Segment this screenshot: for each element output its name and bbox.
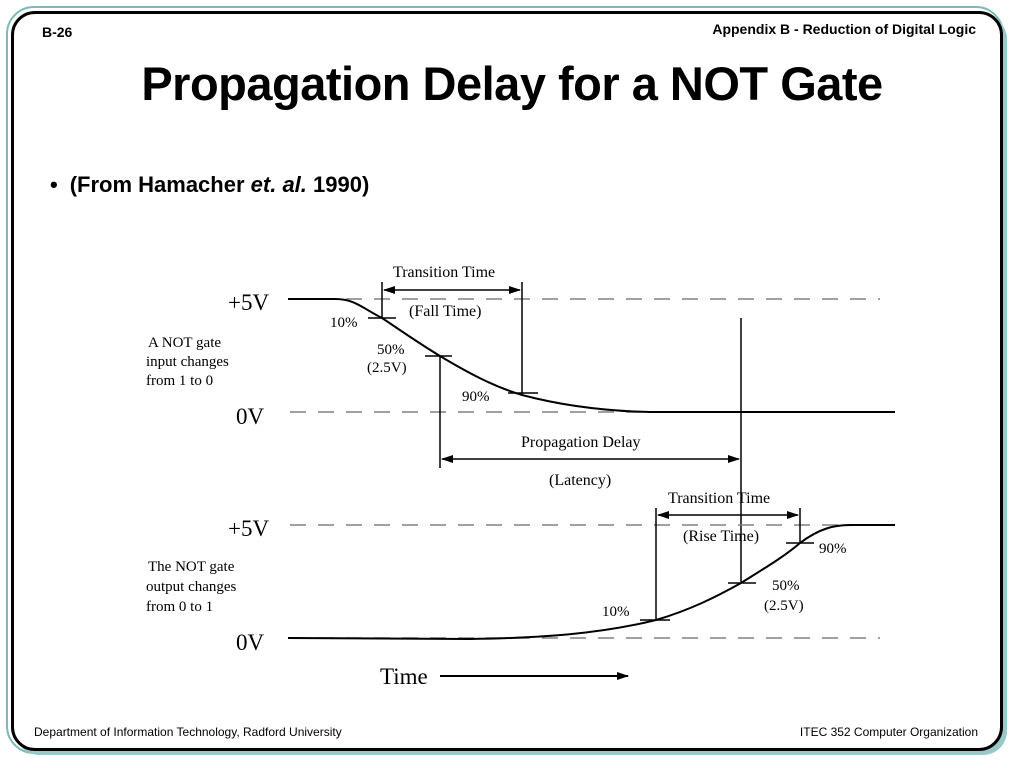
output-50pct-label: 50% — [772, 578, 800, 594]
output-90pct-label: 90% — [819, 541, 847, 557]
slide-number: B-26 — [42, 24, 73, 40]
rise-transition-title: Transition Time — [668, 490, 770, 507]
prop-delay-label: Propagation Delay — [521, 434, 641, 451]
page-title: Propagation Delay for a NOT Gate — [141, 57, 883, 110]
citation-prefix: (From Hamacher — [69, 172, 251, 197]
slide-frame — [11, 11, 1003, 751]
input-waveform — [288, 298, 895, 413]
bullet-dot: • — [50, 172, 58, 197]
rise-transition-sub: (Rise Time) — [683, 528, 759, 545]
fall-transition-sub: (Fall Time) — [409, 303, 481, 320]
input-10pct-label: 10% — [330, 315, 358, 331]
output-caption-line3: from 0 to 1 — [146, 599, 213, 615]
input-caption-line2: input changes — [146, 354, 229, 370]
input-high-label: +5V — [228, 290, 269, 315]
section-header: Appendix B - Reduction of Digital Logic — [712, 21, 976, 37]
citation-suffix: 1990) — [306, 172, 370, 197]
input-caption-line3: from 1 to 0 — [146, 373, 213, 389]
output-50pct-volt: (2.5V) — [764, 598, 804, 614]
fall-transition-title: Transition Time — [393, 264, 495, 281]
input-low-label: 0V — [236, 404, 265, 429]
slide-frame-accent — [6, 6, 1004, 754]
footer-department: Department of Information Technology, Ra… — [34, 725, 342, 739]
output-10pct-label: 10% — [602, 604, 630, 620]
prop-delay-sub: (Latency) — [549, 472, 611, 489]
bullet-citation: • (From Hamacher et. al. 1990) — [50, 172, 369, 198]
output-caption-line2: output changes — [146, 579, 237, 595]
output-high-label: +5V — [228, 516, 269, 541]
input-90pct-label: 90% — [462, 389, 490, 405]
time-label: Time — [380, 664, 428, 689]
input-50pct-volt: (2.5V) — [367, 360, 407, 376]
output-waveform — [287, 524, 895, 641]
input-caption-line1: A NOT gate — [148, 335, 221, 351]
footer-course: ITEC 352 Computer Organization — [799, 725, 978, 739]
output-caption-line1: The NOT gate — [148, 559, 235, 575]
input-50pct-label: 50% — [377, 342, 405, 358]
output-low-label: 0V — [236, 630, 265, 655]
citation-italic: et. al. — [250, 172, 307, 197]
